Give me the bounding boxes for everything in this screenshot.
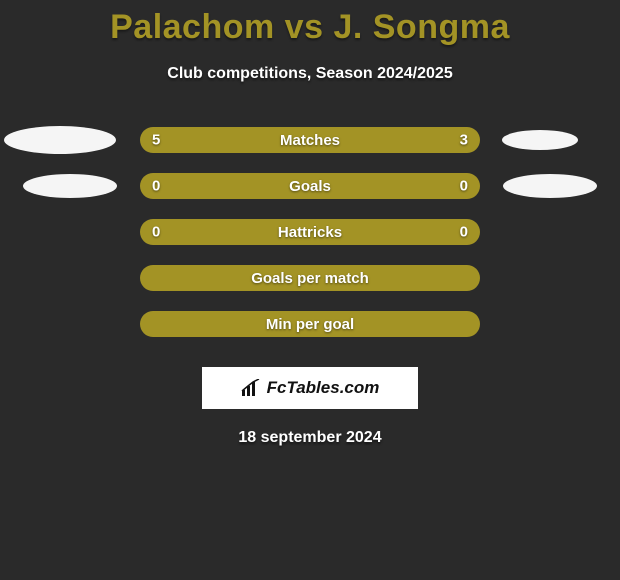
stat-row: Min per goal xyxy=(0,301,620,347)
stat-right-value: 0 xyxy=(460,224,468,241)
stat-bar: 0 Hattricks 0 xyxy=(140,219,480,245)
stat-left-value: 0 xyxy=(152,224,160,241)
date-text: 18 september 2024 xyxy=(0,429,620,447)
stat-left-value: 0 xyxy=(152,178,160,195)
ellipse-right xyxy=(502,130,578,150)
source-badge-text: FcTables.com xyxy=(267,378,380,398)
stat-label: Goals xyxy=(289,178,331,195)
stat-bar: 5 Matches 3 xyxy=(140,127,480,153)
stats-rows: 5 Matches 3 0 Goals 0 0 Hattricks 0 Goals per mat… xyxy=(0,117,620,347)
stat-row: 0 Goals 0 xyxy=(0,163,620,209)
stat-row: Goals per match xyxy=(0,255,620,301)
stat-bar: 0 Goals 0 xyxy=(140,173,480,199)
stat-left-value: 5 xyxy=(152,132,160,149)
stat-right-value: 0 xyxy=(460,178,468,195)
stat-bar: Min per goal xyxy=(140,311,480,337)
ellipse-right xyxy=(503,174,597,198)
stat-row: 0 Hattricks 0 xyxy=(0,209,620,255)
chart-icon xyxy=(241,379,261,397)
stat-label: Goals per match xyxy=(251,270,369,287)
ellipse-left xyxy=(23,174,117,198)
source-badge: FcTables.com xyxy=(202,367,418,409)
page-subtitle: Club competitions, Season 2024/2025 xyxy=(0,65,620,83)
stat-bar: Goals per match xyxy=(140,265,480,291)
stat-right-value: 3 xyxy=(460,132,468,149)
stat-label: Min per goal xyxy=(266,316,354,333)
ellipse-left xyxy=(4,126,116,154)
page-title: Palachom vs J. Songma xyxy=(0,0,620,47)
stat-label: Matches xyxy=(280,132,340,149)
stat-label: Hattricks xyxy=(278,224,342,241)
stat-row: 5 Matches 3 xyxy=(0,117,620,163)
